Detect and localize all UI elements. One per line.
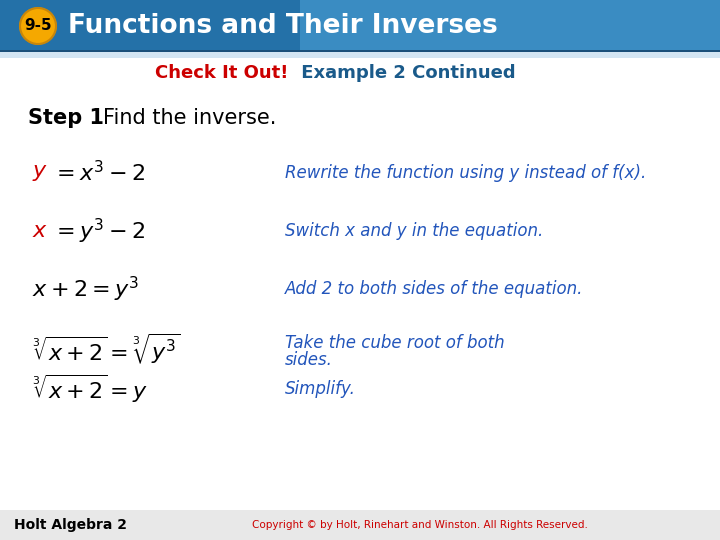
Text: Simplify.: Simplify. xyxy=(285,380,356,398)
Text: $= \mathit{y}^3 - 2$: $= \mathit{y}^3 - 2$ xyxy=(52,217,145,246)
Text: Add 2 to both sides of the equation.: Add 2 to both sides of the equation. xyxy=(285,280,583,298)
Text: sides.: sides. xyxy=(285,351,333,369)
Text: Functions and Their Inverses: Functions and Their Inverses xyxy=(68,13,498,39)
Text: Example 2 Continued: Example 2 Continued xyxy=(295,64,516,82)
Circle shape xyxy=(20,8,56,44)
FancyBboxPatch shape xyxy=(300,0,720,52)
FancyBboxPatch shape xyxy=(0,0,720,52)
Text: Find the inverse.: Find the inverse. xyxy=(103,108,276,128)
FancyBboxPatch shape xyxy=(0,52,720,58)
Text: Copyright © by Holt, Rinehart and Winston. All Rights Reserved.: Copyright © by Holt, Rinehart and Winsto… xyxy=(252,520,588,530)
Text: Holt Algebra 2: Holt Algebra 2 xyxy=(14,518,127,532)
Text: Rewrite the function using y instead of f(x).: Rewrite the function using y instead of … xyxy=(285,164,647,182)
Text: Check It Out!: Check It Out! xyxy=(155,64,289,82)
Text: $x + 2 = y^3$: $x + 2 = y^3$ xyxy=(32,274,139,303)
Text: 9-5: 9-5 xyxy=(24,18,52,33)
Text: Take the cube root of both: Take the cube root of both xyxy=(285,334,505,352)
Text: $\sqrt[3]{x + 2} = \sqrt[3]{y^3}$: $\sqrt[3]{x + 2} = \sqrt[3]{y^3}$ xyxy=(32,332,181,366)
Text: $\mathit{y}$: $\mathit{y}$ xyxy=(32,163,48,183)
Text: $\mathit{x}$: $\mathit{x}$ xyxy=(32,221,48,241)
Text: $= x^3 - 2$: $= x^3 - 2$ xyxy=(52,160,145,186)
Text: Step 1: Step 1 xyxy=(28,108,104,128)
FancyBboxPatch shape xyxy=(0,510,720,540)
FancyBboxPatch shape xyxy=(0,50,720,52)
FancyBboxPatch shape xyxy=(0,52,720,510)
Text: Switch x and y in the equation.: Switch x and y in the equation. xyxy=(285,222,544,240)
Text: $\sqrt[3]{x + 2} = y$: $\sqrt[3]{x + 2} = y$ xyxy=(32,373,148,405)
